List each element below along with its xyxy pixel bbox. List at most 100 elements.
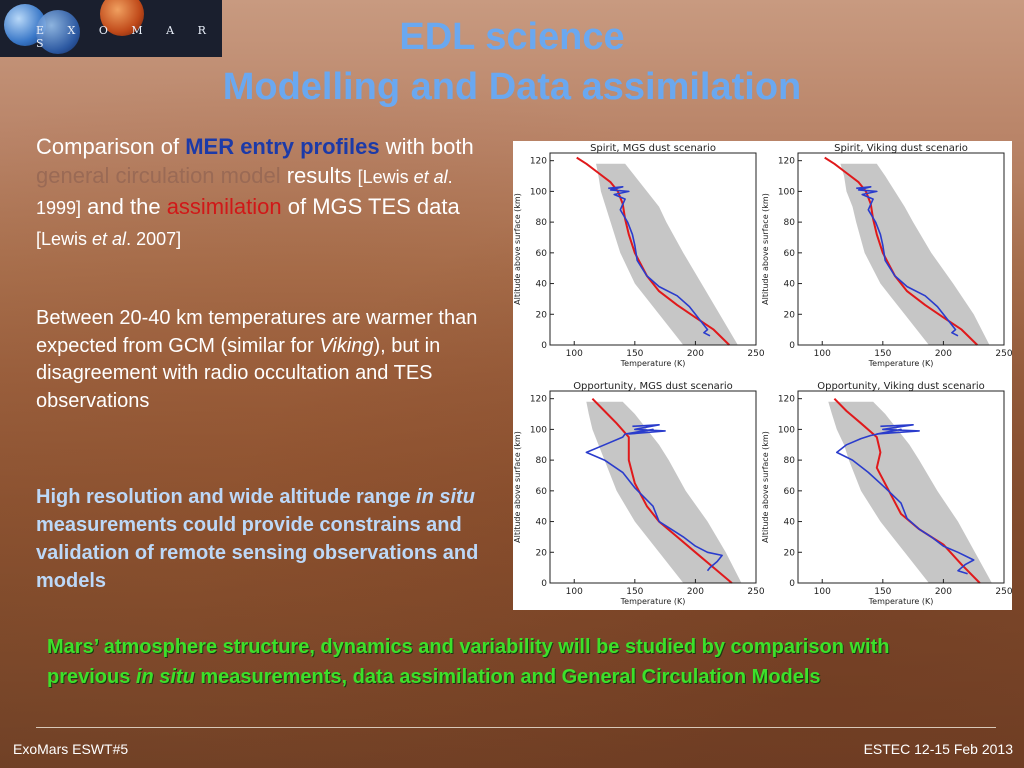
x-tick-label: 100 [814,587,831,597]
y-tick-label: 20 [536,310,548,320]
x-tick-label: 100 [566,349,583,359]
text: of MGS TES data [281,194,460,219]
x-tick-label: 250 [995,587,1012,597]
y-tick-label: 120 [778,157,795,167]
y-tick-label: 0 [541,579,547,589]
profiles-chart-svg: Spirit, MGS dust scenario 0 20 40 60 80 100 120… [513,143,1012,606]
gcm-ensemble-band [596,163,738,345]
y-tick-label: 60 [784,487,796,497]
text: . 2007] [126,229,182,249]
text: Between 20-40 km temperatures are warmer… [36,307,478,357]
y-tick-label: 0 [541,341,547,351]
y-tick-label: 0 [789,341,795,351]
panel-frame [797,152,1005,346]
text: High resolution and wide altitude range [36,486,417,508]
gcm-ensemble-band [586,401,742,583]
exomars-logo: E X O M A R S [0,0,222,57]
y-tick-label: 60 [536,249,548,259]
slide-subtitle: Modelling and Data assimilation [222,66,802,108]
y-tick-label: 100 [530,425,547,435]
panel-frame [797,390,1005,584]
earth-globe-icon [36,10,80,54]
text: measurements, data assimilation and Gene… [194,666,821,688]
mer-profile-line [836,424,975,575]
reference-lewis-2007: [Lewis et al. 2007] [36,229,181,249]
text: et al [413,167,448,187]
x-axis-label: Temperature (K) [868,359,934,368]
y-tick-label: 100 [530,187,547,197]
text: . 1999] [36,167,453,218]
panel-title: Spirit, Viking dust scenario [834,143,968,154]
gcm-term: general circulation model [36,163,281,188]
mer-profile-line [608,186,711,337]
y-tick-label: 20 [784,548,796,558]
profile-panel: Opportunity, Viking dust scenario 0 20 40 60… [761,381,1012,606]
y-tick-label: 40 [536,518,548,528]
x-tick-label: 200 [935,587,952,597]
text: results [280,163,358,188]
mer-term: MER [185,134,235,159]
panel-frame [549,152,757,346]
y-tick-label: 80 [784,218,796,228]
in-situ-term: in situ [135,666,195,688]
y-tick-label: 80 [536,456,548,466]
footer-left: ExoMars ESWT#5 [13,741,129,757]
assimilation-term: assimilation [166,194,282,219]
temperature-paragraph: Between 20-40 km temperatures are warmer… [36,305,496,415]
x-tick-label: 100 [566,587,583,597]
y-tick-label: 120 [530,157,547,167]
x-tick-label: 250 [995,349,1012,359]
text: [Lewis [357,167,414,187]
text: measurements could provide constrains an… [36,514,479,592]
y-tick-label: 60 [536,487,548,497]
text: with both [379,134,474,159]
mer-profile-line [856,186,959,337]
mars-planet-icon [100,0,144,36]
y-axis-label: Altitude above surface (km) [513,431,522,543]
x-tick-label: 100 [814,349,831,359]
y-tick-label: 120 [530,395,547,405]
in-situ-paragraph: High resolution and wide altitude range … [36,483,496,595]
x-tick-label: 150 [874,349,891,359]
panel-title: Opportunity, Viking dust scenario [817,381,985,392]
in-situ-term: in situ [416,486,475,508]
panel-title: Spirit, MGS dust scenario [590,143,716,154]
y-tick-label: 40 [784,518,796,528]
text: ), but in disagreement with radio occult… [36,334,441,412]
y-tick-label: 40 [784,280,796,290]
mer-profile-line [585,424,723,572]
slide-title: EDL science [399,16,625,58]
entry-profiles-term: entry profiles [234,134,380,159]
x-tick-label: 150 [626,349,643,359]
x-tick-label: 200 [687,587,704,597]
text: Comparison of [36,134,186,159]
y-tick-label: 60 [784,249,796,259]
y-tick-label: 100 [778,425,795,435]
logo-wordmark: E X O M A R S [36,24,216,50]
y-tick-label: 120 [778,395,795,405]
gcm-profile-line [576,156,731,346]
y-tick-label: 0 [789,579,795,589]
y-tick-label: 20 [784,310,796,320]
gcm-profile-line [824,156,979,346]
x-tick-label: 250 [747,349,764,359]
x-tick-label: 150 [874,587,891,597]
profile-panel: Opportunity, MGS dust scenario 0 20 40 60 80 1… [513,381,765,606]
conclusion-paragraph: Mars’ atmosphere structure, dynamics and… [47,632,947,692]
panel-title: Opportunity, MGS dust scenario [573,381,733,392]
profile-panel: Spirit, Viking dust scenario 0 20 40 60 80 100… [761,143,1012,368]
gcm-ensemble-band [828,401,992,583]
x-tick-label: 200 [935,349,952,359]
temperature-profiles-figure: Spirit, MGS dust scenario 0 20 40 60 80 100 120… [513,141,1012,610]
profile-panel: Spirit, MGS dust scenario 0 20 40 60 80 100 120… [513,143,765,368]
y-axis-label: Altitude above surface (km) [761,431,770,543]
comparison-paragraph: Comparison of MER entry profiles with bo… [36,132,496,254]
footer-right: ESTEC 12-15 Feb 2013 [863,741,1013,757]
y-tick-label: 80 [784,456,796,466]
x-tick-label: 150 [626,587,643,597]
reference-lewis-1999: [Lewis et al. 1999] [36,167,453,218]
gcm-ensemble-band [840,163,990,345]
y-axis-label: Altitude above surface (km) [513,193,522,305]
x-axis-label: Temperature (K) [620,359,686,368]
viking-term: Viking [319,334,374,357]
